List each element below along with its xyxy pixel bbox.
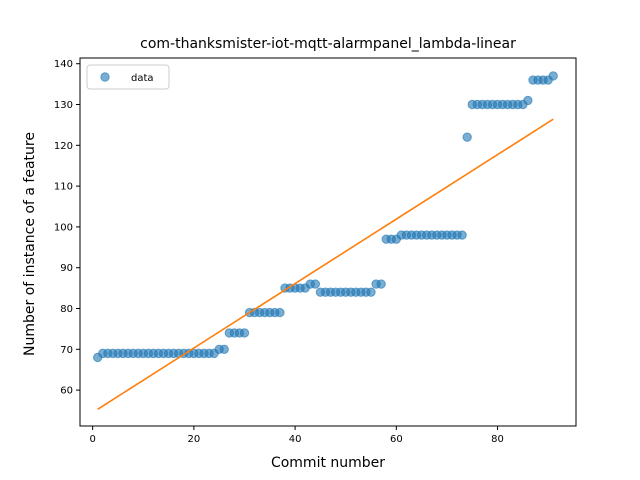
y-tick-label: 60 [60,386,73,397]
y-tick-label: 80 [60,304,73,315]
y-tick-label: 90 [60,263,73,274]
data-point [523,95,533,106]
plot-area: 0 20 40 60 80 60 70 80 90 100 110 120 130 140 [54,57,577,445]
y-tick-label: 140 [54,59,73,70]
x-tick-label: 80 [491,434,504,445]
chart-title: com-thanksmister-iot-mqtt-alarmpanel_lam… [140,36,516,52]
data-point [548,71,558,81]
x-tick-label: 0 [89,434,95,445]
y-tick-label: 110 [54,182,73,193]
data-point [376,279,386,289]
legend: data [86,64,170,90]
legend-marker [100,72,110,82]
data-point [457,230,467,240]
axes-frame [79,57,577,427]
x-tick-label: 40 [289,434,302,445]
y-axis-label: Number of instance of a feature [22,132,38,356]
x-axis-label: Commit number [271,455,385,471]
data-point [366,287,376,297]
data-point [310,279,321,289]
y-tick-label: 100 [54,222,73,233]
legend-label: data [131,73,154,84]
data-point [462,132,472,142]
y-tick-label: 130 [54,100,73,111]
x-tick-label: 20 [188,434,201,445]
x-tick-label: 60 [390,434,403,445]
y-tick-label: 120 [54,141,73,152]
fit-line [97,118,554,410]
y-tick-label: 70 [60,345,73,356]
data-point [239,328,250,338]
legend-box [86,64,170,90]
data-point [219,344,229,354]
data-point [275,307,285,318]
